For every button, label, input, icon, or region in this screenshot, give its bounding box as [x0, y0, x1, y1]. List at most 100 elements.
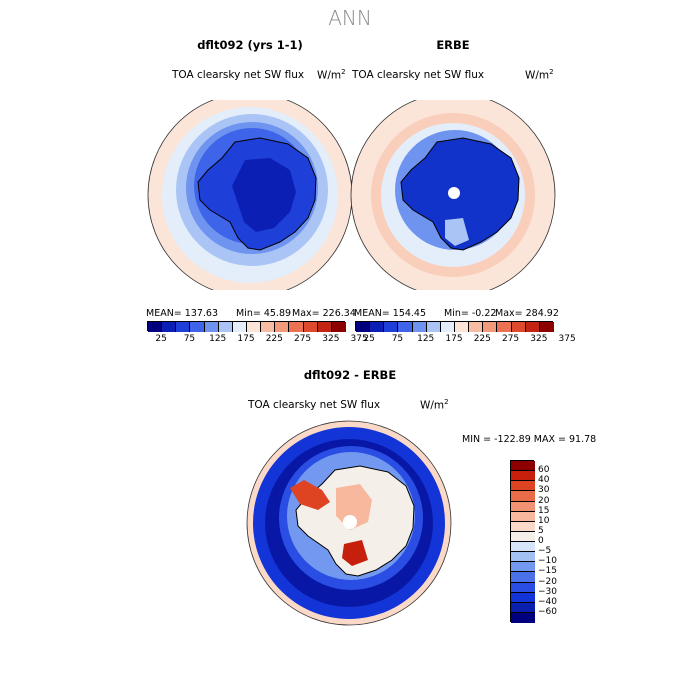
panel2-mean: MEAN= 154.45 — [354, 308, 427, 319]
colorbar-tick-label: 0 — [538, 536, 544, 546]
colorbar-swatch — [176, 322, 191, 332]
panel2-antarctica — [400, 137, 520, 251]
panel3-units-exp: 2 — [444, 398, 449, 406]
panel2-map — [350, 100, 556, 290]
colorbar-swatch — [511, 461, 535, 472]
colorbar-swatch — [218, 322, 233, 332]
colorbar-tick-label: 325 — [530, 334, 548, 344]
colorbar-swatch — [440, 322, 455, 332]
colorbar-swatch — [331, 322, 346, 332]
colorbar-swatch — [511, 322, 526, 332]
panel2-title: ERBE — [436, 38, 470, 52]
panel1-variable: TOA clearsky net SW flux — [172, 69, 305, 81]
colorbar-tick-label: −30 — [538, 586, 557, 597]
colorbar-swatch — [483, 322, 498, 332]
panel3-ross-anomaly — [342, 540, 368, 566]
colorbar-swatch — [317, 322, 332, 332]
colorbar-tick-label: 125 — [209, 334, 227, 344]
colorbar-tick-label: 75 — [183, 334, 196, 344]
colorbar-swatch — [511, 592, 535, 603]
panel3-pole-hole — [343, 515, 357, 529]
colorbar-tick-label: −60 — [538, 606, 557, 617]
colorbar-tick-label: 15 — [538, 505, 550, 516]
figure-title: ANN — [328, 6, 372, 30]
panel3-title: dflt092 - ERBE — [303, 368, 397, 382]
colorbar-swatch — [511, 582, 535, 593]
colorbar-tick-label: 225 — [265, 334, 283, 344]
colorbar-swatch — [511, 471, 535, 482]
panel3-colorbar-ticks: 60 40 30 20 15 10 5 0 −5 −10 −15 −20 −30 −40 −60 — [538, 460, 578, 622]
panel1-map — [147, 100, 353, 290]
panel3-minmax: MIN = -122.89 MAX = 91.78 — [462, 434, 597, 445]
colorbar-swatch — [384, 322, 399, 332]
colorbar-swatch — [511, 521, 535, 532]
panel2-units-base: W/m — [525, 69, 550, 82]
colorbar-swatch — [148, 322, 163, 332]
colorbar-tick-label: −15 — [538, 566, 557, 577]
colorbar-tick-label: −40 — [538, 596, 557, 607]
panel2-units-exp: 2 — [549, 68, 554, 76]
panel2-ross-ice-shelf — [445, 218, 469, 246]
colorbar-swatch — [511, 491, 535, 502]
colorbar-swatch — [303, 322, 318, 332]
colorbar-swatch — [275, 322, 290, 332]
panel3-units-base: W/m — [420, 399, 445, 412]
colorbar-swatch — [204, 322, 219, 332]
colorbar-tick-label: 20 — [538, 495, 550, 506]
colorbar-swatch — [525, 322, 540, 332]
colorbar-swatch — [412, 322, 427, 332]
panel3-map — [246, 420, 452, 626]
panel3-units: W/m2 — [420, 398, 449, 412]
panel1-min: Min= 45.89 — [236, 308, 292, 319]
panel1-units-exp: 2 — [341, 68, 346, 76]
colorbar-swatch — [511, 481, 535, 492]
colorbar-swatch — [497, 322, 512, 332]
panel3-variable: TOA clearsky net SW flux — [248, 399, 381, 411]
colorbar-tick-label: 275 — [501, 334, 520, 344]
colorbar-swatch — [511, 612, 535, 623]
panel3-boundary — [246, 420, 452, 626]
colorbar-swatch — [455, 322, 470, 332]
colorbar-swatch — [511, 542, 535, 553]
colorbar-tick-label: 10 — [538, 515, 550, 526]
colorbar-swatch — [232, 322, 247, 332]
panel1-max: Max= 226.34 — [292, 308, 356, 319]
colorbar-tick-label: 375 — [558, 334, 576, 344]
panel3-colorbar — [510, 460, 535, 623]
colorbar-tick-label: 75 — [391, 334, 404, 344]
panel2-pole-hole — [448, 187, 460, 199]
colorbar-tick-label: 60 — [538, 465, 550, 476]
colorbar-swatch — [370, 322, 385, 332]
colorbar-swatch — [162, 322, 177, 332]
colorbar-tick-label: 275 — [293, 334, 312, 344]
colorbar-swatch — [511, 602, 535, 613]
panel1-units: W/m2 — [317, 68, 346, 82]
panel1-colorbar — [147, 321, 346, 332]
panel1-mean: MEAN= 137.63 — [146, 308, 219, 319]
colorbar-swatch — [511, 562, 535, 573]
colorbar-swatch — [289, 322, 304, 332]
colorbar-swatch — [511, 552, 535, 563]
colorbar-tick-label: 40 — [538, 475, 550, 486]
colorbar-swatch — [356, 322, 371, 332]
colorbar-swatch — [247, 322, 262, 332]
panel1-title: dflt092 (yrs 1-1) — [197, 38, 303, 52]
panel2-units: W/m2 — [525, 68, 554, 82]
colorbar-tick-label: 225 — [473, 334, 491, 344]
panel1-units-base: W/m — [317, 69, 342, 82]
colorbar-tick-label: 375 — [350, 334, 368, 344]
panel1-antarctica-interior — [232, 158, 296, 232]
colorbar-tick-label: −5 — [538, 546, 552, 557]
colorbar-swatch — [426, 322, 441, 332]
panel2-min: Min= -0.22 — [444, 308, 497, 319]
colorbar-tick-label: 25 — [363, 334, 375, 344]
colorbar-tick-label: 325 — [322, 334, 340, 344]
colorbar-tick-label: 25 — [155, 334, 167, 344]
colorbar-tick-label: −10 — [538, 556, 557, 567]
panel1-colorbar-ticks: 25 75 125 175 225 275 325 375 — [147, 334, 367, 346]
colorbar-tick-label: 5 — [538, 525, 544, 536]
panel2-max: Max= 284.92 — [495, 308, 559, 319]
panel2-colorbar-ticks: 25 75 125 175 225 275 325 375 — [355, 334, 575, 346]
colorbar-tick-label: 125 — [417, 334, 435, 344]
panel2-variable: TOA clearsky net SW flux — [352, 69, 485, 81]
